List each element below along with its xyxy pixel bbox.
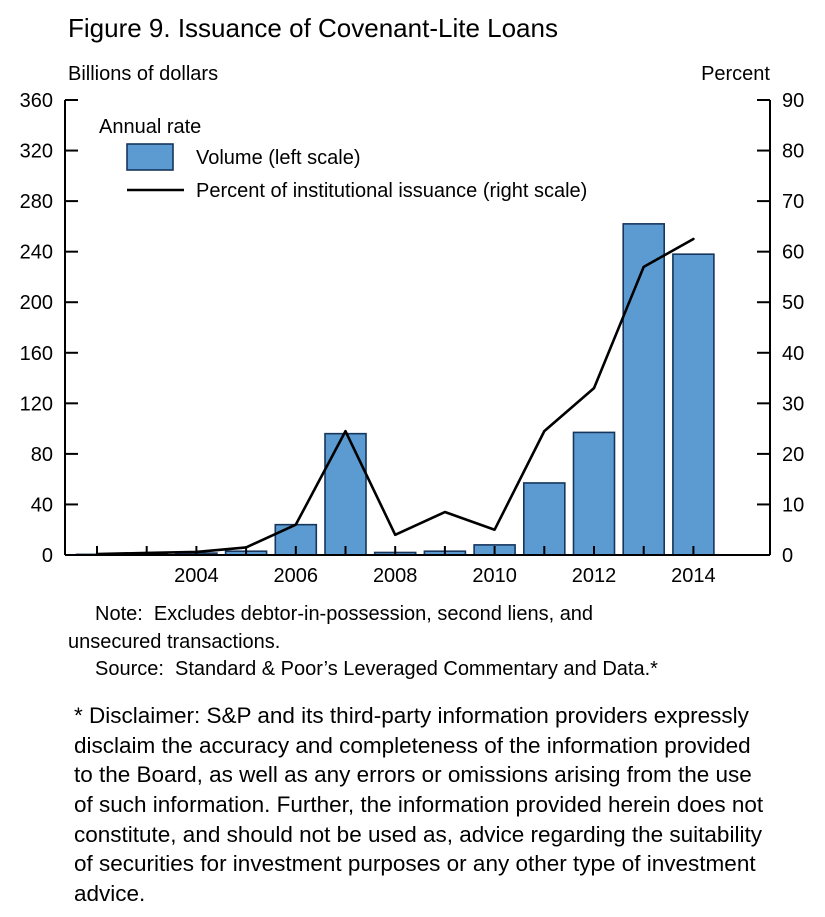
legend-line-label: Percent of institutional issuance (right…: [196, 180, 587, 202]
x-axis-tick-label: 2004: [174, 565, 219, 587]
right-axis-tick-label: 30: [782, 393, 804, 415]
left-axis-tick-label: 240: [20, 242, 53, 264]
volume-bar: [572, 431, 616, 556]
figure-title: Figure 9. Issuance of Covenant-Lite Loan…: [68, 13, 558, 43]
right-axis-tick-label: 50: [782, 292, 804, 314]
left-axis-tick-label: 280: [20, 191, 53, 213]
left-axis-tick-label: 80: [31, 444, 53, 466]
right-axis-tick-label: 0: [782, 545, 793, 567]
x-axis-tick-label: 2010: [472, 565, 517, 587]
x-axis-tick-label: 2012: [572, 565, 617, 587]
x-axis-tick-label: 2006: [274, 565, 319, 587]
right-axis-tick-label: 80: [782, 141, 804, 163]
x-axis-tick-label: 2014: [671, 565, 716, 587]
note-text: Note: Excludes debtor-in-possession, sec…: [68, 603, 599, 653]
disclaimer-text: * Disclaimer: S&P and its third-party in…: [74, 703, 764, 907]
left-axis-tick-label: 0: [42, 545, 53, 567]
volume-bar: [672, 253, 715, 556]
right-axis-tick-label: 90: [782, 90, 804, 112]
right-axis-tick-label: 40: [782, 343, 804, 365]
legend-bar-label: Volume (left scale): [196, 147, 361, 169]
legend-title: Annual rate: [99, 116, 201, 138]
volume-bar: [622, 223, 666, 556]
left-axis-tick-label: 120: [20, 393, 53, 415]
right-axis-tick-label: 70: [782, 191, 804, 213]
chart-notes: Note: Excludes debtor-in-possession, sec…: [68, 601, 688, 684]
right-axis-caption: Percent: [701, 63, 770, 85]
volume-bar: [324, 432, 367, 556]
left-axis-tick-label: 320: [20, 141, 53, 163]
volume-bar: [522, 482, 566, 556]
x-axis-tick-label: 2008: [373, 565, 418, 587]
left-axis-tick-label: 200: [20, 292, 53, 314]
source-text: Source: Standard & Poor’s Leveraged Comm…: [95, 658, 658, 681]
legend-bar-swatch: [126, 143, 174, 171]
right-axis-tick-label: 10: [782, 494, 804, 516]
right-axis-tick-label: 20: [782, 444, 804, 466]
left-axis-tick-label: 160: [20, 343, 53, 365]
left-axis-caption: Billions of dollars: [68, 63, 219, 85]
right-axis-tick-label: 60: [782, 242, 804, 264]
covenant-lite-chart: 0 40 80 120 160 200 240 280 320 360 0 10 20 30 40 50 60 7…: [20, 90, 805, 587]
left-axis-tick-label: 360: [20, 90, 53, 112]
left-axis-tick-label: 40: [31, 494, 53, 516]
